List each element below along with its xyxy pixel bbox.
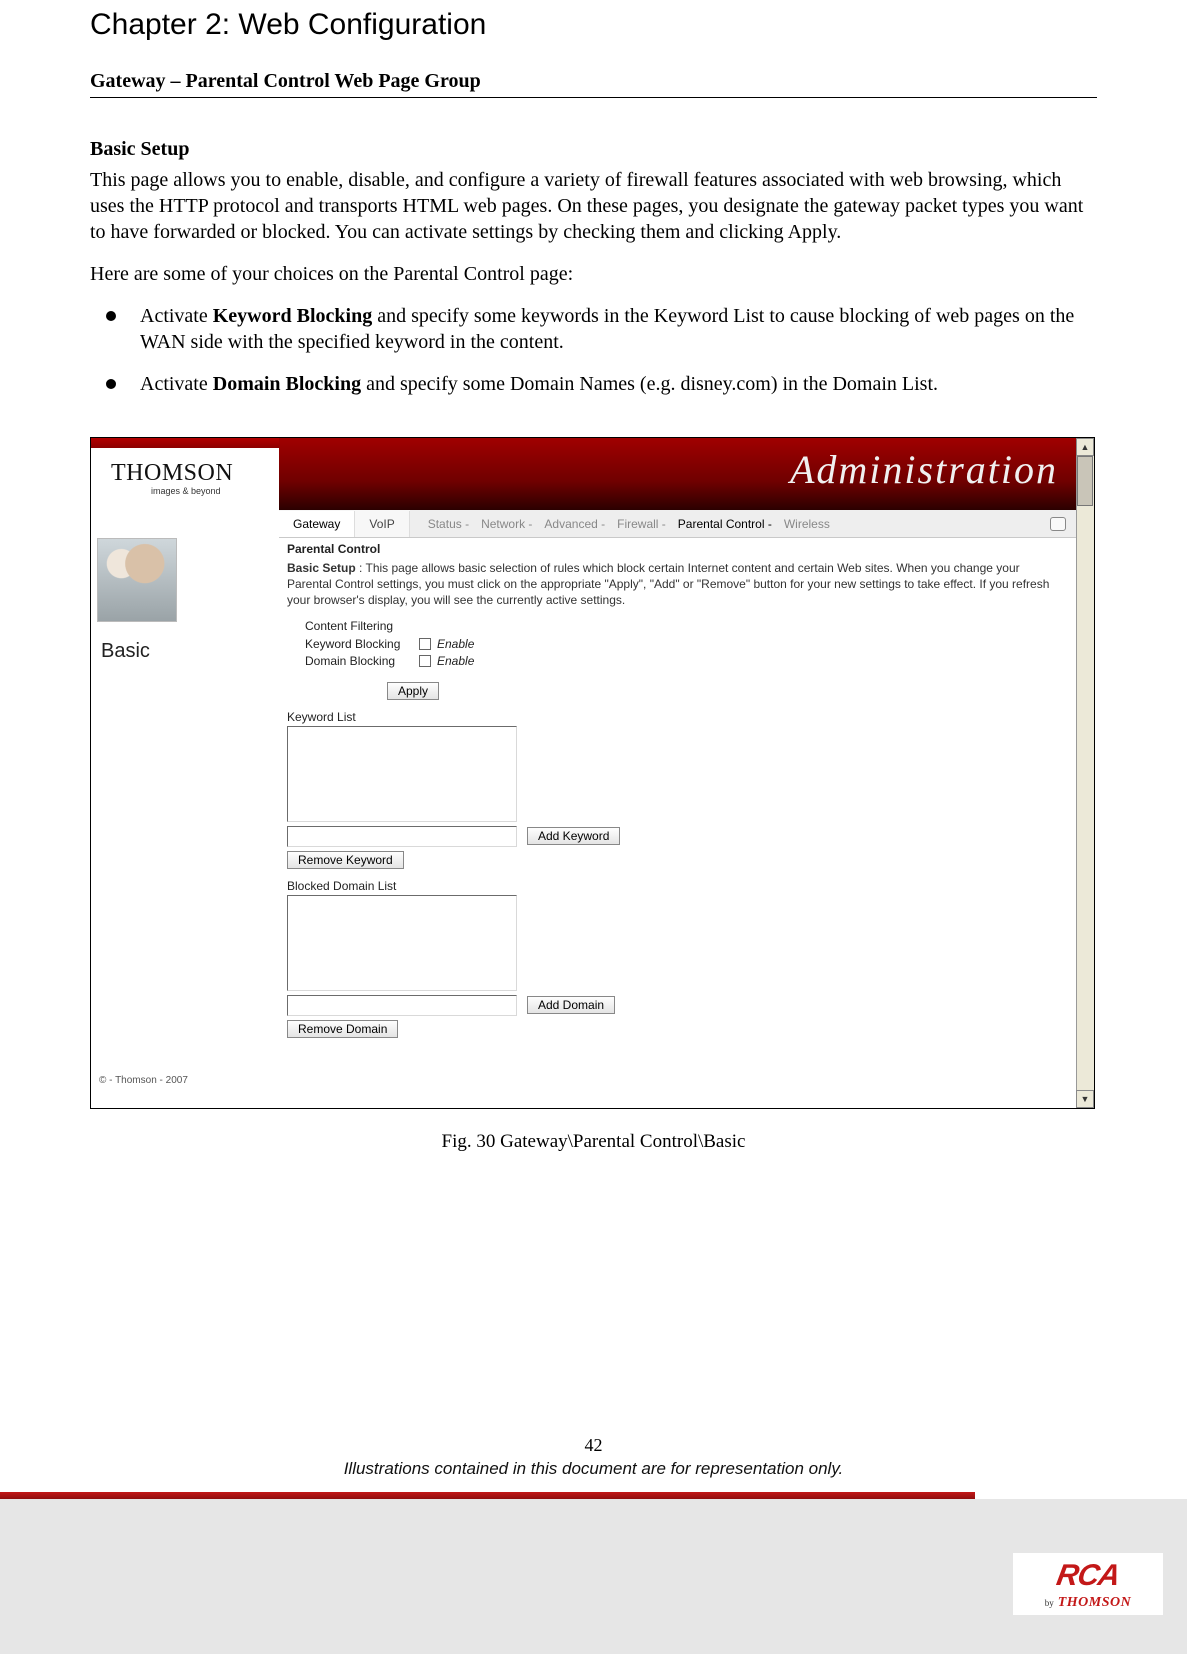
footer-red-bar [0,1492,975,1499]
main-tabs: Gateway VoIP [279,510,410,538]
banner-row: THOMSON images & beyond Administration [91,438,1076,510]
subnav-parental-control[interactable]: Parental Control - [674,517,776,531]
footer-thomson-label: THOMSON [1058,1595,1132,1610]
content-pane: Parental Control Basic Setup : This page… [279,538,1076,1108]
content-description: Basic Setup : This page allows basic sel… [287,560,1062,609]
tab-voip[interactable]: VoIP [355,511,409,537]
bullet-text: Activate Domain Blocking and specify som… [140,371,938,397]
add-keyword-button[interactable]: Add Keyword [527,827,620,845]
footer-by-label: by [1045,1598,1054,1608]
domain-input[interactable] [287,995,517,1016]
blocked-domain-label: Blocked Domain List [287,879,1062,893]
content-title: Parental Control [287,542,1062,556]
intro-paragraph-1: This page allows you to enable, disable,… [90,167,1097,245]
subsection-title: Basic Setup [90,138,1097,161]
keyword-blocking-checkbox[interactable] [419,638,431,650]
bullet-icon [106,379,116,389]
apply-button[interactable]: Apply [387,682,439,700]
remove-domain-button[interactable]: Remove Domain [287,1020,398,1038]
content-filtering-label: Content Filtering [305,619,1062,633]
keyword-listbox[interactable] [287,726,517,822]
page-number: 42 [0,1435,1187,1456]
tab-gateway[interactable]: Gateway [279,511,355,537]
avatar-image [97,538,177,622]
scroll-thumb[interactable] [1077,456,1093,506]
keyword-list-label: Keyword List [287,710,1062,724]
enable-label: Enable [437,637,474,651]
sidebar-item-basic[interactable]: Basic [101,640,279,663]
keyword-input[interactable] [287,826,517,847]
domain-blocking-row: Domain Blocking Enable [305,654,1062,668]
bullet-item: Activate Domain Blocking and specify som… [90,371,1097,397]
remove-keyword-button[interactable]: Remove Keyword [287,851,404,869]
copyright-label: © - Thomson - 2007 [99,1075,188,1086]
subnav-network[interactable]: Network - [477,517,536,531]
bullet-list: Activate Keyword Blocking and specify so… [90,303,1097,397]
banner: Administration [279,438,1076,510]
footer-gray [0,1499,1187,1654]
bullet-icon [106,311,116,321]
footer-brand-block: RCA by THOMSON [1013,1553,1163,1615]
bullet-text: Activate Keyword Blocking and specify so… [140,303,1097,355]
nav-row: Gateway VoIP Status - Network - Advanced… [91,510,1076,538]
domain-listbox[interactable] [287,895,517,991]
scroll-up-icon[interactable]: ▲ [1076,438,1094,456]
subnav-status[interactable]: Status - [424,517,473,531]
subnav-firewall[interactable]: Firewall - [613,517,670,531]
intro-paragraph-2: Here are some of your choices on the Par… [90,261,1097,287]
bullet-item: Activate Keyword Blocking and specify so… [90,303,1097,355]
add-domain-button[interactable]: Add Domain [527,996,615,1014]
footer-note: Illustrations contained in this document… [0,1459,1187,1479]
domain-blocking-label: Domain Blocking [305,654,413,668]
sidebar: Basic © - Thomson - 2007 [91,538,279,1108]
subnav-wireless[interactable]: Wireless [780,517,834,531]
embedded-screenshot: ▲ ▼ THOMSON images & beyond Administrati… [90,437,1095,1109]
refresh-icon[interactable] [1050,517,1066,531]
domain-blocking-checkbox[interactable] [419,655,431,667]
sub-nav: Status - Network - Advanced - Firewall -… [410,510,1076,538]
enable-label: Enable [437,654,474,668]
rca-logo: RCA [1054,1559,1122,1593]
brand-tagline: images & beyond [151,486,221,496]
chapter-title: Chapter 2: Web Configuration [90,8,1097,42]
brand-logo-text: THOMSON [111,460,233,487]
keyword-blocking-label: Keyword Blocking [305,637,413,651]
scrollbar-track[interactable]: ▲ ▼ [1076,438,1094,1108]
subnav-advanced[interactable]: Advanced - [540,517,609,531]
brand-logo-cell: THOMSON images & beyond [91,438,279,510]
scroll-down-icon[interactable]: ▼ [1076,1090,1094,1108]
banner-title: Administration [790,446,1058,493]
section-title: Gateway – Parental Control Web Page Grou… [90,70,1097,98]
figure-caption: Fig. 30 Gateway\Parental Control\Basic [90,1131,1097,1153]
keyword-blocking-row: Keyword Blocking Enable [305,637,1062,651]
